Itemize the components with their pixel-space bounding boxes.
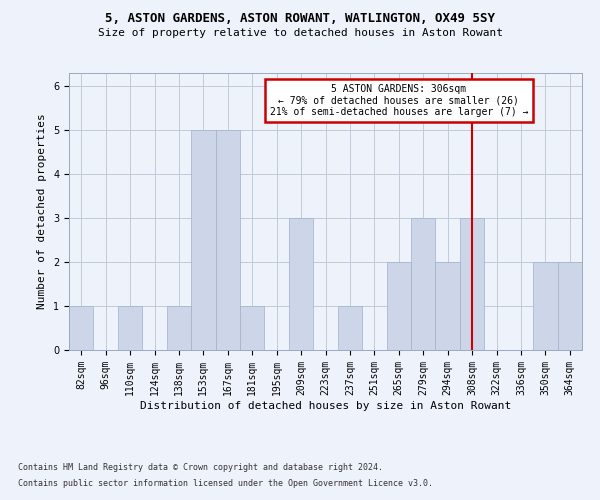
Bar bbox=[338, 306, 362, 350]
Bar bbox=[533, 262, 557, 350]
Bar bbox=[118, 306, 142, 350]
Text: Contains public sector information licensed under the Open Government Licence v3: Contains public sector information licen… bbox=[18, 478, 433, 488]
Bar bbox=[460, 218, 484, 350]
Y-axis label: Number of detached properties: Number of detached properties bbox=[37, 114, 47, 309]
X-axis label: Distribution of detached houses by size in Aston Rowant: Distribution of detached houses by size … bbox=[140, 400, 511, 410]
Bar bbox=[557, 262, 582, 350]
Text: Contains HM Land Registry data © Crown copyright and database right 2024.: Contains HM Land Registry data © Crown c… bbox=[18, 464, 383, 472]
Text: 5, ASTON GARDENS, ASTON ROWANT, WATLINGTON, OX49 5SY: 5, ASTON GARDENS, ASTON ROWANT, WATLINGT… bbox=[105, 12, 495, 26]
Bar bbox=[436, 262, 460, 350]
Bar bbox=[167, 306, 191, 350]
Bar bbox=[69, 306, 94, 350]
Bar bbox=[191, 130, 215, 350]
Bar bbox=[386, 262, 411, 350]
Text: Size of property relative to detached houses in Aston Rowant: Size of property relative to detached ho… bbox=[97, 28, 503, 38]
Bar bbox=[215, 130, 240, 350]
Bar bbox=[240, 306, 265, 350]
Bar bbox=[289, 218, 313, 350]
Bar bbox=[411, 218, 436, 350]
Text: 5 ASTON GARDENS: 306sqm
← 79% of detached houses are smaller (26)
21% of semi-de: 5 ASTON GARDENS: 306sqm ← 79% of detache… bbox=[269, 84, 528, 116]
